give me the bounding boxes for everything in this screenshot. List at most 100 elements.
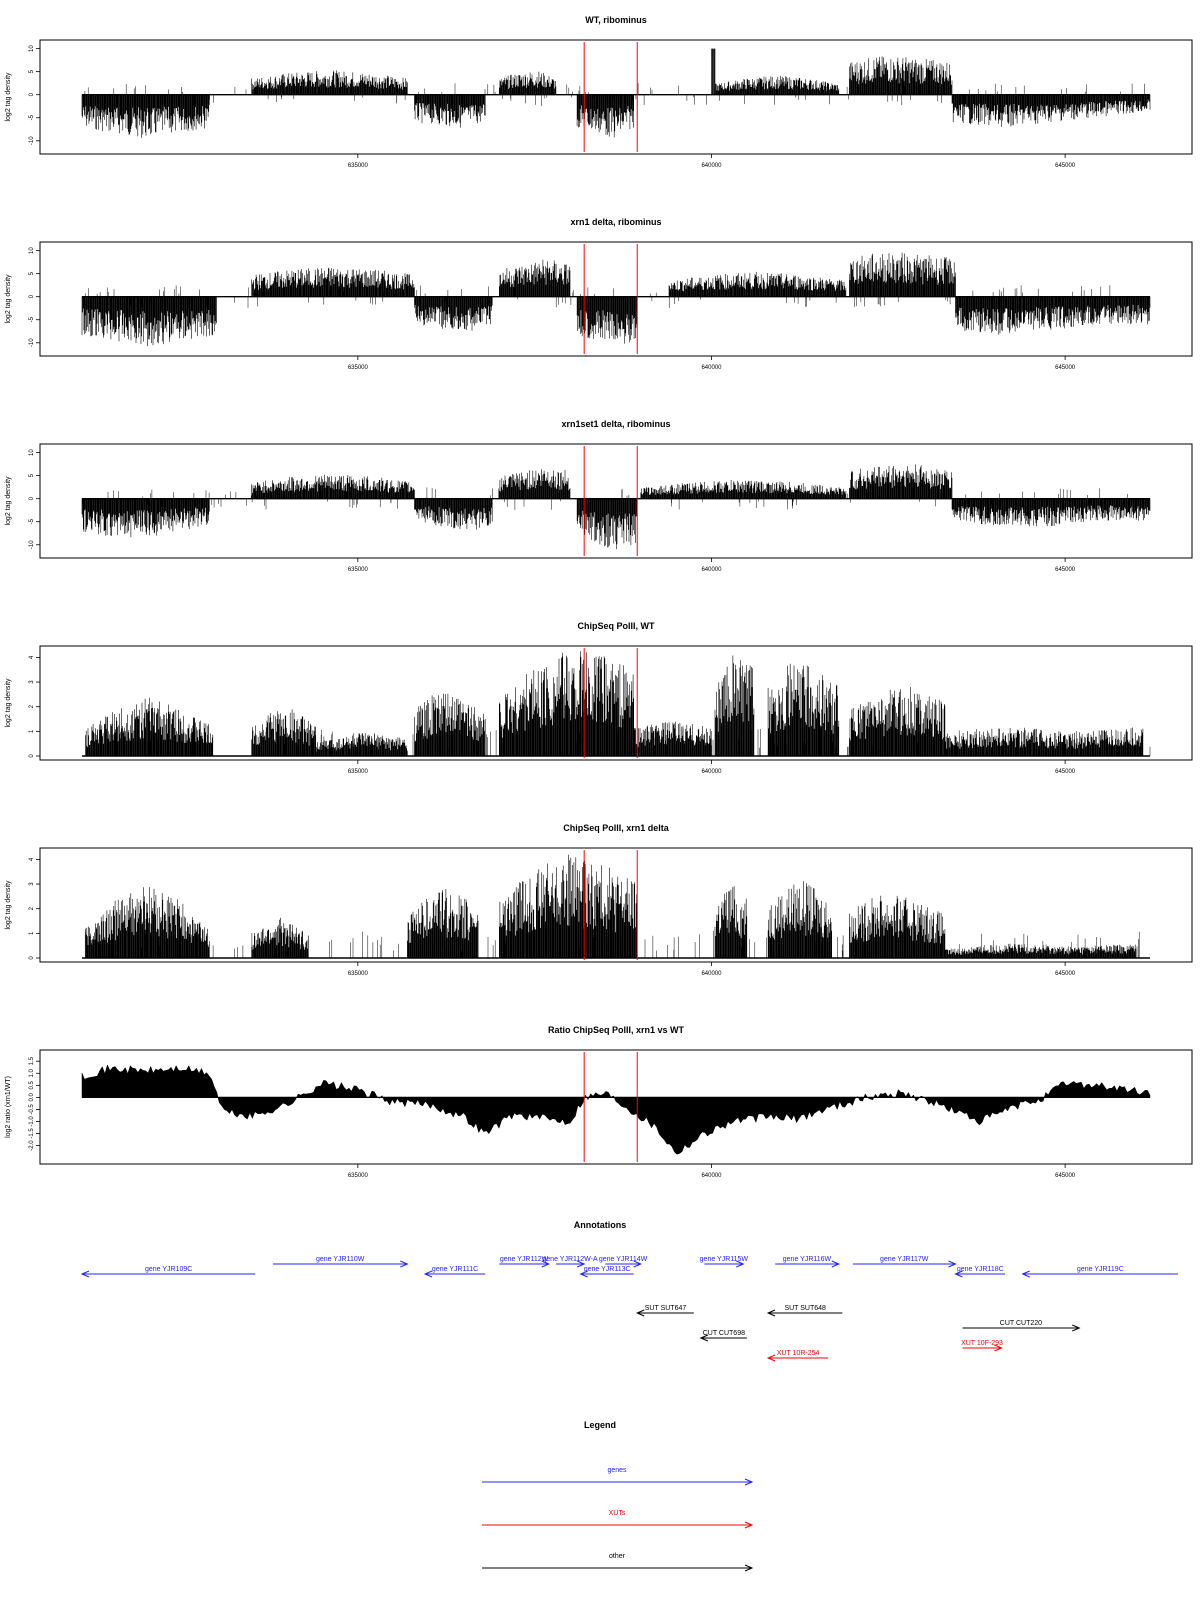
legend-item: genes [482, 1467, 754, 1486]
feature-label: gene YJR119C [1077, 1266, 1124, 1273]
x-tick-label: 645000 [1055, 365, 1076, 371]
feature-label: gene YJR114W [599, 1256, 648, 1263]
annotation-feature: gene YJR109C [80, 1266, 256, 1278]
feature-arrowhead [831, 1260, 841, 1268]
feature-label: gene YJR111C [432, 1266, 478, 1273]
feature-label: SUT SUT648 [784, 1305, 826, 1312]
signal-bars [81, 48, 1151, 138]
legend-item: XUTs [482, 1510, 754, 1529]
y-tick-label: 0.5 [29, 1080, 35, 1089]
y-tick-label: -0.5 [29, 1104, 35, 1115]
legend: Legend genes XUTs other [482, 1420, 754, 1572]
annotation-feature: gene YJR110W [272, 1256, 409, 1268]
feature-label: gene YJR112W-A [542, 1256, 598, 1263]
feature-arrowhead [423, 1270, 433, 1278]
annotation-feature: gene YJR112W-A [542, 1256, 598, 1268]
panel-title: Ratio ChipSeq PolII, xrn1 vs WT [548, 1025, 685, 1035]
plot-frame [39, 443, 1193, 559]
y-tick-label: -1.0 [29, 1116, 35, 1127]
track-panel-3: ChipSeq PolII, WT 4 3 2 1 0 log2 tag density 63… [5, 621, 1193, 775]
x-tick-label: 640000 [701, 163, 722, 169]
x-tick-label: 635000 [348, 971, 369, 977]
x-tick-label: 645000 [1055, 769, 1076, 775]
feature-label: XUT 10R-254 [777, 1350, 820, 1357]
feature-label: gene YJR115W [700, 1256, 749, 1263]
plot-frame [39, 1049, 1193, 1165]
y-tick-label: 10 [29, 449, 35, 456]
signal-strand [81, 252, 1151, 347]
feature-arrowhead [766, 1309, 776, 1317]
y-axis-label: log2 tag density [5, 476, 12, 526]
feature-arrowhead [736, 1260, 745, 1268]
signal-positive [82, 854, 1150, 959]
y-tick-label: 2 [29, 704, 35, 708]
signal-sparse [88, 728, 1151, 756]
x-tick-label: 640000 [701, 769, 722, 775]
feature-arrowhead [635, 1309, 645, 1317]
feature-label: CUT CUT220 [1000, 1320, 1042, 1327]
track-panel-4: ChipSeq PolII, xrn1 delta 4 3 2 1 0 log2 tag d… [5, 823, 1193, 977]
feature-label: gene YJR112W [500, 1256, 549, 1263]
x-tick-label: 635000 [348, 567, 369, 573]
y-tick-label: 5 [29, 473, 35, 477]
feature-arrowhead [948, 1260, 957, 1268]
feature-arrowhead [994, 1344, 1003, 1352]
panel-title: xrn1set1 delta, ribominus [561, 419, 670, 429]
y-tick-label: -5 [29, 114, 35, 120]
annotation-feature: CUT CUT698 [699, 1330, 747, 1342]
y-tick-label: 0 [29, 294, 35, 298]
panel-title: xrn1 delta, ribominus [570, 217, 661, 227]
plot-frame [39, 645, 1193, 761]
legend-label: other [609, 1553, 626, 1560]
y-tick-label: 1 [29, 931, 35, 935]
legend-arrowhead [744, 1478, 754, 1486]
y-tick-label: -5 [29, 316, 35, 322]
legend-items: genes XUTs other [482, 1467, 754, 1572]
legend-item: other [482, 1553, 754, 1572]
y-tick-label: 4 [29, 857, 35, 861]
y-tick-label: -5 [29, 518, 35, 524]
signal-bars [85, 651, 1144, 756]
x-tick-label: 640000 [701, 567, 722, 573]
legend-arrowhead [744, 1521, 754, 1529]
feature-label: gene YJR116W [783, 1256, 832, 1263]
y-tick-label: 3 [29, 680, 35, 684]
feature-arrowhead [80, 1270, 90, 1278]
y-tick-label: 10 [29, 45, 35, 52]
y-tick-label: -10 [29, 540, 35, 549]
x-tick-label: 635000 [348, 163, 369, 169]
x-tick-label: 645000 [1055, 163, 1076, 169]
y-tick-label: 4 [29, 655, 35, 659]
track-panel-0: WT, ribominus 10 5 0 -5 -10 log2 tag density 63… [5, 15, 1193, 169]
signal-ratio [81, 1064, 1151, 1155]
y-axis-label: log2 tag density [5, 72, 12, 122]
feature-arrowhead [400, 1260, 409, 1268]
panel-title: ChipSeq PolII, xrn1 delta [563, 823, 670, 833]
y-tick-label: -2.0 [29, 1140, 35, 1151]
annotation-feature: CUT CUT220 [962, 1320, 1081, 1332]
annotation-feature: gene YJR116W [775, 1256, 841, 1268]
annotation-feature: gene YJR112W [499, 1256, 551, 1268]
panel-title: WT, ribominus [585, 15, 647, 25]
legend-label: genes [607, 1467, 627, 1474]
y-axis-label: log2 tag density [5, 678, 12, 728]
legend-title: Legend [584, 1420, 616, 1430]
annotation-features: gene YJR109C gene YJR110W gene YJR111C gene… [80, 1256, 1178, 1362]
signal-sparse [84, 930, 1140, 958]
y-tick-label: 0 [29, 754, 35, 758]
y-axis-label: log2 tag density [5, 274, 12, 324]
y-tick-label: 1.5 [29, 1056, 35, 1065]
feature-arrowhead [954, 1270, 963, 1278]
signal-sparse [81, 83, 1145, 107]
annotation-feature: SUT SUT648 [766, 1305, 843, 1317]
feature-arrowhead [1072, 1324, 1081, 1332]
x-tick-label: 645000 [1055, 567, 1076, 573]
annotation-feature: XUT 10F-293 [961, 1340, 1003, 1352]
y-tick-label: 1 [29, 729, 35, 733]
feature-arrowhead [766, 1354, 776, 1362]
signal-strand [81, 464, 1151, 550]
y-axis-label: log2 ratio (xrn1/WT) [5, 1076, 12, 1138]
y-axis-label: log2 tag density [5, 880, 12, 930]
y-tick-label: -10 [29, 136, 35, 145]
